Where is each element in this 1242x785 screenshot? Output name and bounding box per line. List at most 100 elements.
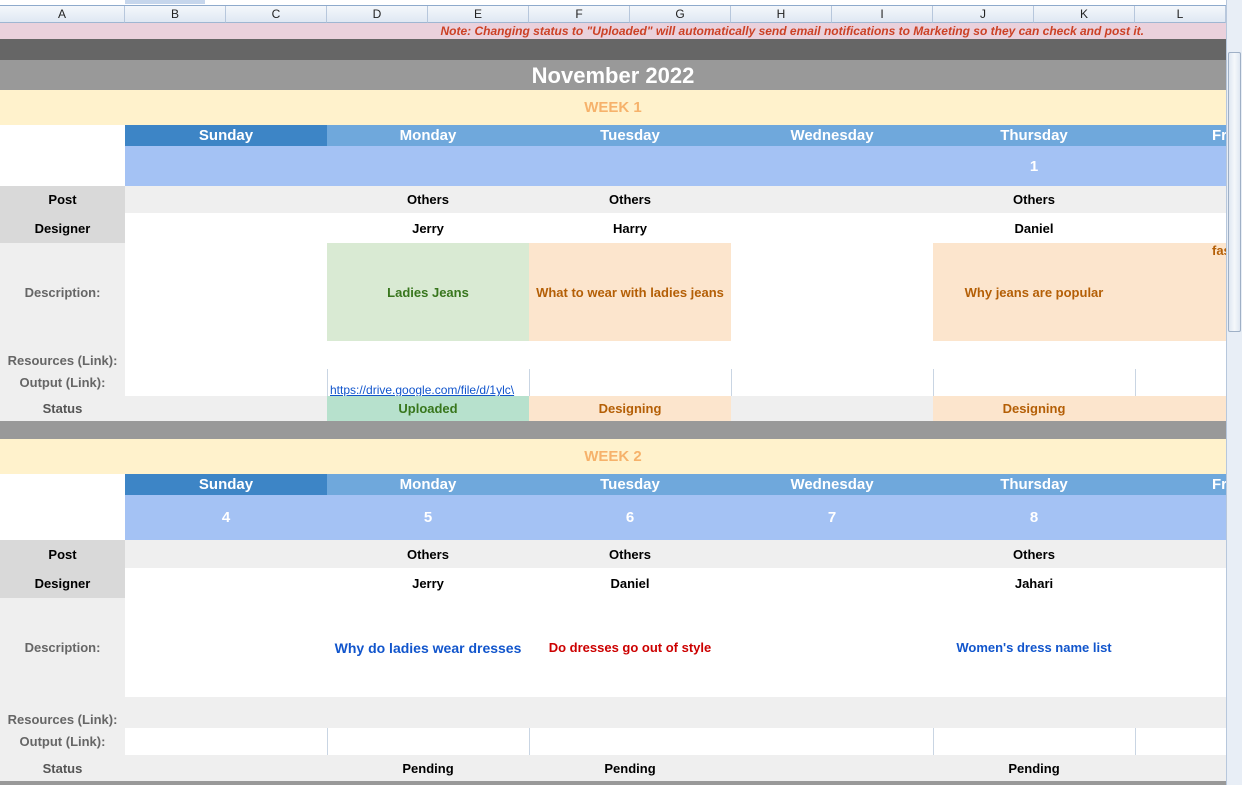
date-cell[interactable] <box>125 146 327 186</box>
column-header-e[interactable]: E <box>428 6 529 23</box>
output-cell[interactable] <box>1135 369 1226 396</box>
description-cell[interactable] <box>125 598 327 697</box>
description-cell[interactable] <box>731 243 933 341</box>
output-cell[interactable]: https://drive.google.com/file/d/1ylc\ <box>327 369 529 396</box>
output-cell[interactable] <box>125 369 327 396</box>
designer-cell-friday[interactable] <box>1135 213 1226 243</box>
status-cell[interactable]: Pending <box>402 760 454 776</box>
column-header-i[interactable]: I <box>832 6 933 23</box>
status-cell[interactable] <box>731 755 933 781</box>
column-header-a[interactable]: A <box>0 6 125 23</box>
description-cell[interactable]: What to wear with ladies jeans <box>529 243 731 341</box>
output-cell[interactable] <box>731 369 933 396</box>
status-cell[interactable] <box>125 396 327 421</box>
description-cell[interactable]: Why jeans are popular <box>933 243 1135 341</box>
date-cell[interactable]: 6 <box>529 495 731 540</box>
designer-cell-friday[interactable] <box>1135 568 1226 598</box>
date-cell[interactable] <box>327 146 529 186</box>
status-cell[interactable]: Designing <box>529 396 731 421</box>
designer-cell[interactable]: Daniel <box>1014 220 1054 236</box>
column-header-j[interactable]: J <box>933 6 1034 23</box>
designer-label: Designer <box>0 213 125 243</box>
column-header-h[interactable]: H <box>731 6 832 23</box>
resources-cell[interactable] <box>1135 341 1226 369</box>
resources-cell[interactable] <box>327 697 529 728</box>
description-cell[interactable]: Why do ladies wear dresses <box>334 639 522 656</box>
post-cell[interactable]: Others <box>609 192 651 207</box>
status-cell-friday[interactable] <box>1135 396 1226 421</box>
status-cell[interactable]: Pending <box>1008 760 1060 776</box>
status-cell[interactable]: Uploaded <box>327 396 529 421</box>
column-header-f[interactable]: F <box>529 6 630 23</box>
resources-cell[interactable] <box>125 697 327 728</box>
date-cell[interactable] <box>731 146 933 186</box>
output-cell[interactable] <box>1135 728 1226 755</box>
designer-cell[interactable]: Jerry <box>412 575 444 591</box>
post-cell[interactable] <box>731 186 933 213</box>
status-cell[interactable]: Pending <box>604 760 656 776</box>
resources-cell[interactable] <box>327 341 529 369</box>
resources-cell[interactable] <box>529 341 731 369</box>
column-header-l[interactable]: L <box>1135 6 1226 23</box>
designer-cell[interactable]: Jerry <box>412 220 444 236</box>
output-cell[interactable] <box>529 728 731 755</box>
sheet-tab-selected[interactable] <box>125 0 205 4</box>
date-cell[interactable]: 1 <box>933 146 1135 186</box>
resources-cell[interactable] <box>731 697 933 728</box>
output-cell[interactable] <box>731 728 933 755</box>
designer-cell[interactable]: Harry <box>613 220 647 236</box>
post-cell-friday[interactable] <box>1135 186 1226 213</box>
date-cell[interactable]: 4 <box>125 495 327 540</box>
designer-cell[interactable]: Jahari <box>1014 575 1054 591</box>
description-cell[interactable]: Women's dress name list <box>956 640 1112 655</box>
description-cell[interactable]: Do dresses go out of style <box>548 640 712 655</box>
column-header-d[interactable]: D <box>327 6 428 23</box>
column-header-b[interactable]: B <box>125 6 226 23</box>
output-cell[interactable] <box>327 728 529 755</box>
status-cell[interactable]: Designing <box>933 396 1135 421</box>
status-cell-friday[interactable] <box>1135 755 1226 781</box>
post-cell[interactable]: Others <box>1013 546 1055 562</box>
post-cell-friday[interactable] <box>1135 540 1226 568</box>
resources-cell[interactable] <box>933 697 1135 728</box>
description-cell[interactable]: Ladies Jeans <box>327 243 529 341</box>
resources-label: Resources (Link): <box>0 341 125 369</box>
designer-cell[interactable] <box>731 568 933 598</box>
post-cell[interactable]: Others <box>407 192 449 207</box>
post-cell[interactable] <box>125 540 327 568</box>
post-cell[interactable]: Others <box>407 546 449 562</box>
resources-cell[interactable] <box>125 341 327 369</box>
date-cell[interactable]: 5 <box>327 495 529 540</box>
designer-cell[interactable] <box>125 568 327 598</box>
designer-cell[interactable]: Daniel <box>610 575 650 591</box>
output-cell[interactable] <box>933 369 1135 396</box>
description-cell-friday[interactable]: What ladiefas <box>1135 243 1226 341</box>
date-cell[interactable] <box>529 146 731 186</box>
resources-cell[interactable] <box>731 341 933 369</box>
designer-cell[interactable] <box>731 213 933 243</box>
description-cell[interactable] <box>125 243 327 341</box>
status-cell[interactable] <box>731 396 933 421</box>
column-header-k[interactable]: K <box>1034 6 1135 23</box>
toolbar-strip <box>0 0 1226 6</box>
resources-cell[interactable] <box>933 341 1135 369</box>
output-row: Output (Link): <box>0 728 1226 755</box>
designer-cell[interactable] <box>125 213 327 243</box>
post-cell[interactable] <box>731 540 933 568</box>
resources-cell[interactable] <box>1135 697 1226 728</box>
resources-cell[interactable] <box>529 697 731 728</box>
post-cell[interactable]: Others <box>609 546 651 562</box>
description-cell[interactable] <box>731 598 933 697</box>
date-cell[interactable]: 7 <box>731 495 933 540</box>
output-cell[interactable] <box>933 728 1135 755</box>
status-cell[interactable] <box>125 755 327 781</box>
date-cell[interactable]: 8 <box>933 495 1135 540</box>
post-cell[interactable] <box>125 186 327 213</box>
column-header-g[interactable]: G <box>630 6 731 23</box>
post-cell[interactable]: Others <box>1013 192 1055 207</box>
column-header-c[interactable]: C <box>226 6 327 23</box>
output-link[interactable]: https://drive.google.com/file/d/1ylc\ <box>330 383 515 396</box>
output-cell[interactable] <box>529 369 731 396</box>
scrollbar-thumb[interactable] <box>1228 52 1241 332</box>
output-cell[interactable] <box>125 728 327 755</box>
